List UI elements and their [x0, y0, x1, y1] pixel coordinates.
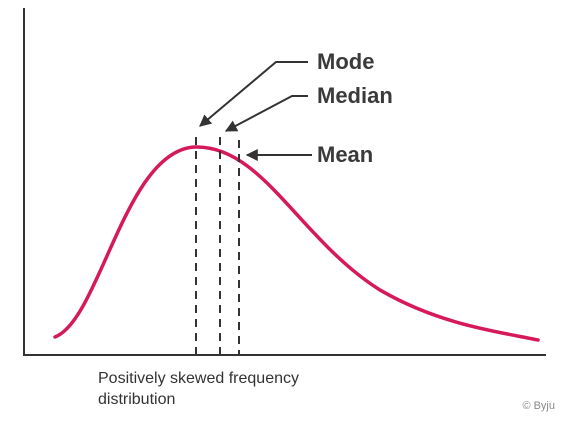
mode-arrow: [199, 61, 308, 127]
caption: Positively skewed frequency distribution: [98, 370, 299, 408]
median-arrow: [224, 95, 308, 132]
distribution-curve: [53, 145, 540, 342]
median-label: Median: [317, 83, 393, 108]
mean-label: Mean: [317, 142, 373, 167]
mode-label: Mode: [317, 49, 374, 74]
credit: © Byju: [522, 400, 555, 412]
